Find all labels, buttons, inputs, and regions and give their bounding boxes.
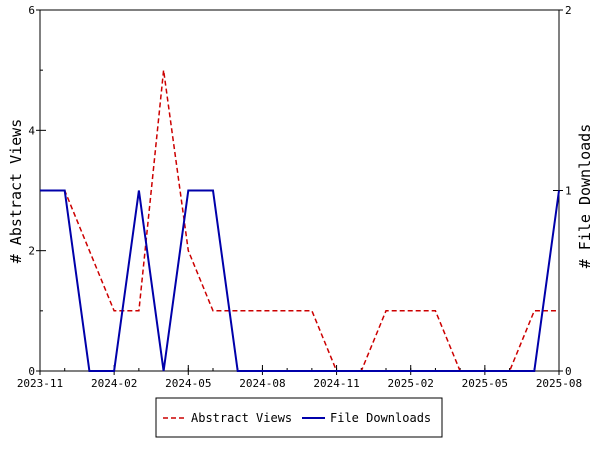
x-tick-label: 2023-11 <box>17 377 63 390</box>
y-axis-left-title: # Abstract Views <box>7 119 25 264</box>
legend-label: Abstract Views <box>191 411 292 425</box>
legend-label: File Downloads <box>330 411 431 425</box>
series-lines <box>40 70 560 372</box>
y-left-tick-label: 6 <box>28 4 35 17</box>
y-axis-right-title: # File Downloads <box>576 124 594 269</box>
y-left-tick-label: 2 <box>28 245 35 258</box>
x-tick-label: 2025-05 <box>462 377 508 390</box>
plot-area <box>39 9 560 372</box>
y-left-tick-label: 0 <box>28 365 35 378</box>
x-tick-label: 2024-08 <box>239 377 285 390</box>
legend-box <box>155 397 443 438</box>
y-right-tick-label: 0 <box>565 365 572 378</box>
y-right-tick-label: 1 <box>565 185 572 198</box>
x-tick-label: 2024-02 <box>91 377 137 390</box>
axis-ticks: 2023-11 2024-02 2024-05 2024-08 2024-11 2025-… <box>17 4 582 390</box>
x-tick-label: 2024-05 <box>165 377 211 390</box>
y-left-tick-label: 4 <box>28 124 35 137</box>
series-line-file-downloads <box>40 189 560 372</box>
series-line-abstract-views <box>40 70 559 372</box>
x-tick-label: 2024-11 <box>313 377 359 390</box>
y-right-tick-label: 2 <box>565 4 572 17</box>
x-tick-label: 2025-02 <box>388 377 434 390</box>
legend: Abstract Views File Downloads <box>155 397 443 438</box>
x-tick-label: 2025-08 <box>536 377 582 390</box>
plot-border <box>39 9 560 372</box>
